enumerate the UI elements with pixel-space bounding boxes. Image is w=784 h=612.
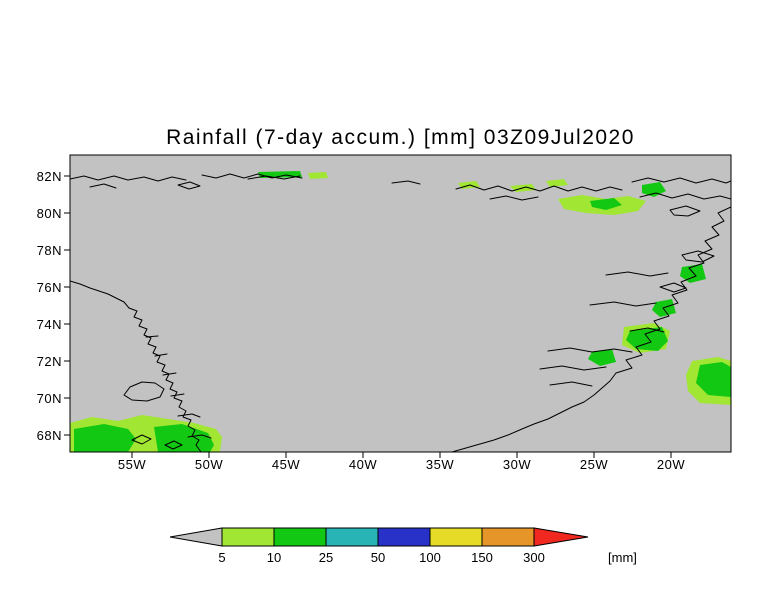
colorbar-segment-100-150 [429,527,483,547]
y-tick-label: 78N [36,243,62,258]
y-tick-label: 80N [36,206,62,221]
colorbar-segment-5-10 [221,527,275,547]
x-tick-label: 30W [502,457,532,472]
y-tick-label: 82N [36,169,62,184]
x-tick-label: 40W [348,457,378,472]
x-tick-label: 25W [579,457,609,472]
y-tick-label: 68N [36,428,62,443]
plot-frame [69,154,732,453]
colorbar-label: 5 [218,550,225,565]
y-tick-label: 72N [36,354,62,369]
colorbar-label: 25 [319,550,333,565]
colorbar-label: 300 [523,550,545,565]
y-tick-label: 76N [36,280,62,295]
plot-title: Rainfall (7-day accum.) [mm] 03Z09Jul202… [166,126,635,149]
colorbar-segment-50-100 [377,527,431,547]
y-tick-label: 70N [36,391,62,406]
axis-tick-marks [64,175,672,458]
colorbar-label: 100 [419,550,441,565]
x-tick-label: 35W [425,457,455,472]
y-tick-label: 74N [36,317,62,332]
colorbar-segment-150-300 [481,527,535,547]
colorbar-tick-labels: 5 10 25 50 100 150 300 [mm] [218,550,637,565]
colorbar-segment-10-25 [273,527,327,547]
colorbar-label: 150 [471,550,493,565]
colorbar: 5 10 25 50 100 150 300 [mm] [169,527,637,565]
colorbar-arrow-above-300 [533,527,589,547]
x-tick-label: 50W [194,457,224,472]
colorbar-label: 50 [371,550,385,565]
rain-patches-10-25mm [74,171,731,452]
colorbar-unit-label: [mm] [608,550,637,565]
colorbar-arrow-below-5 [169,527,223,547]
map-plot [64,154,732,458]
colorbar-label: 10 [267,550,281,565]
colorbar-segment-25-50 [325,527,379,547]
x-tick-label: 20W [656,457,686,472]
x-tick-label: 55W [117,457,147,472]
x-tick-label: 45W [271,457,301,472]
coastlines [70,173,731,452]
